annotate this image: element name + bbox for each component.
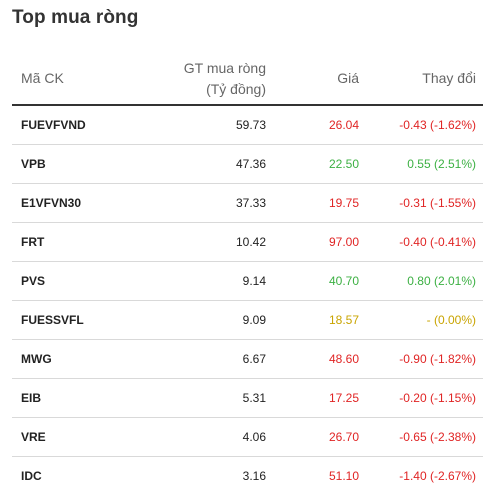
row-symbol[interactable]: PVS (12, 261, 116, 301)
row-symbol[interactable]: VRE (12, 417, 116, 457)
row-symbol[interactable]: FUEVFVND (12, 105, 116, 145)
row-symbol[interactable]: FRT (12, 222, 116, 262)
table-row[interactable]: FRT 10.42 97.00 -0.40 (-0.41%) (12, 222, 483, 262)
row-price: 19.75 (266, 183, 359, 223)
row-net-buy-value: 37.33 (116, 183, 266, 223)
row-change: -0.20 (-1.15%) (359, 378, 483, 418)
table-row[interactable]: FUESSVFL 9.09 18.57 - (0.00%) (12, 300, 483, 340)
row-net-buy-value: 59.73 (116, 105, 266, 145)
row-change: 0.80 (2.01%) (359, 261, 483, 301)
header-net-buy-value[interactable]: GT mua ròng (Tỷ đồng) (116, 53, 266, 106)
header-net-buy-value-text: GT mua ròng (Tỷ đồng) (184, 58, 266, 100)
header-symbol[interactable]: Mã CK (12, 53, 116, 106)
row-net-buy-value: 9.14 (116, 261, 266, 301)
table-row[interactable]: FUEVFVND 59.73 26.04 -0.43 (-1.62%) (12, 105, 483, 145)
row-symbol[interactable]: VPB (12, 144, 116, 184)
table-row[interactable]: PVS 9.14 40.70 0.80 (2.01%) (12, 261, 483, 301)
net-buy-table: Mã CK GT mua ròng (Tỷ đồng) Giá Thay đổi… (12, 53, 483, 495)
row-symbol[interactable]: E1VFVN30 (12, 183, 116, 223)
table-body: FUEVFVND 59.73 26.04 -0.43 (-1.62%) VPB … (12, 105, 483, 495)
panel-title: Top mua ròng (12, 7, 139, 28)
row-price: 18.57 (266, 300, 359, 340)
table-row[interactable]: IDC 3.16 51.10 -1.40 (-2.67%) (12, 457, 483, 496)
row-price: 40.70 (266, 261, 359, 301)
header-price[interactable]: Giá (266, 53, 359, 106)
table-header: Mã CK GT mua ròng (Tỷ đồng) Giá Thay đổi (12, 53, 483, 106)
table-row[interactable]: EIB 5.31 17.25 -0.20 (-1.15%) (12, 378, 483, 418)
row-change: - (0.00%) (359, 300, 483, 340)
row-net-buy-value: 6.67 (116, 339, 266, 379)
row-net-buy-value: 10.42 (116, 222, 266, 262)
row-change: -1.40 (-2.67%) (399, 469, 476, 483)
row-price: 26.04 (266, 105, 359, 145)
row-net-buy-value: 3.16 (242, 469, 266, 483)
row-symbol[interactable]: EIB (12, 378, 116, 418)
row-net-buy-value: 9.09 (116, 300, 266, 340)
row-change: 0.55 (2.51%) (359, 144, 483, 184)
row-change: -0.43 (-1.62%) (359, 105, 483, 145)
row-net-buy-value: 5.31 (116, 378, 266, 418)
row-symbol[interactable]: MWG (12, 339, 116, 379)
header-net-buy-value-line2: (Tỷ đồng) (206, 80, 266, 97)
row-symbol[interactable]: IDC (21, 469, 42, 483)
row-price: 22.50 (266, 144, 359, 184)
table-row[interactable]: MWG 6.67 48.60 -0.90 (-1.82%) (12, 339, 483, 379)
table-row[interactable]: VRE 4.06 26.70 -0.65 (-2.38%) (12, 417, 483, 457)
row-net-buy-value: 4.06 (116, 417, 266, 457)
header-row: Mã CK GT mua ròng (Tỷ đồng) Giá Thay đổi (12, 53, 483, 106)
table-row[interactable]: E1VFVN30 37.33 19.75 -0.31 (-1.55%) (12, 183, 483, 223)
row-price: 17.25 (266, 378, 359, 418)
row-change: -0.40 (-0.41%) (359, 222, 483, 262)
table-row[interactable]: VPB 47.36 22.50 0.55 (2.51%) (12, 144, 483, 184)
row-price: 48.60 (266, 339, 359, 379)
row-change: -0.90 (-1.82%) (359, 339, 483, 379)
row-price: 97.00 (266, 222, 359, 262)
row-net-buy-value: 47.36 (116, 144, 266, 184)
header-change[interactable]: Thay đổi (359, 53, 483, 106)
row-change: -0.31 (-1.55%) (359, 183, 483, 223)
row-price: 26.70 (266, 417, 359, 457)
header-net-buy-value-line1: GT mua ròng (183, 59, 266, 76)
row-change: -0.65 (-2.38%) (359, 417, 483, 457)
row-price: 51.10 (328, 469, 359, 483)
row-symbol[interactable]: FUESSVFL (12, 300, 116, 340)
